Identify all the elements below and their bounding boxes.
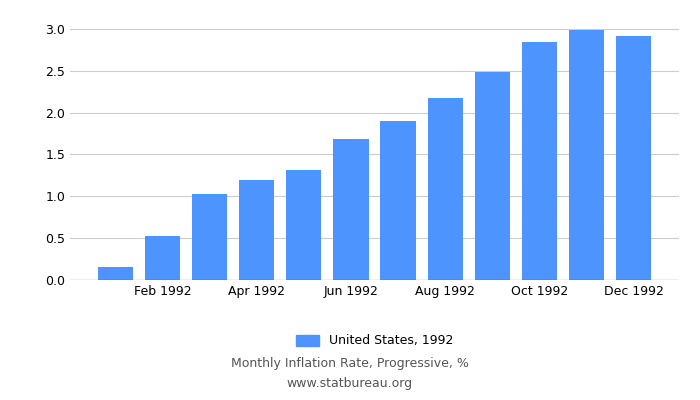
Text: Monthly Inflation Rate, Progressive, %: Monthly Inflation Rate, Progressive, % xyxy=(231,358,469,370)
Bar xyxy=(333,139,369,280)
Bar xyxy=(428,98,463,280)
Bar xyxy=(98,268,133,280)
Bar xyxy=(569,30,604,280)
Bar xyxy=(145,236,180,280)
Legend: United States, 1992: United States, 1992 xyxy=(296,334,453,348)
Bar xyxy=(380,121,416,280)
Bar xyxy=(286,170,321,280)
Text: www.statbureau.org: www.statbureau.org xyxy=(287,378,413,390)
Bar xyxy=(475,72,510,280)
Bar xyxy=(239,180,274,280)
Bar xyxy=(616,36,651,280)
Bar xyxy=(192,194,228,280)
Bar xyxy=(522,42,557,280)
